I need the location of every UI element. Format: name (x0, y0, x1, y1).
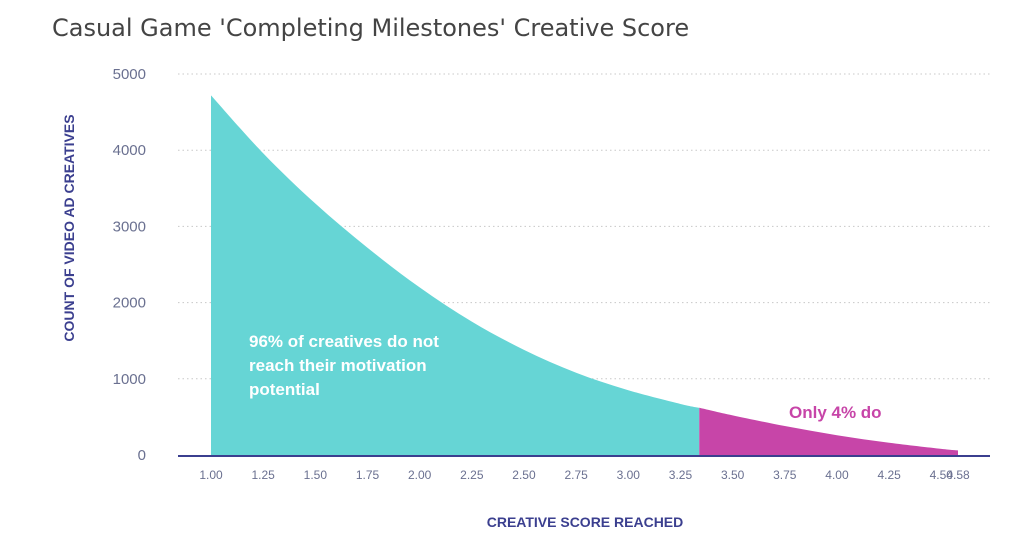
y-tick-label: 1000 (113, 371, 146, 388)
x-axis-title: CREATIVE SCORE REACHED (487, 514, 684, 530)
x-tick-label: 2.25 (460, 468, 484, 482)
annotation-below-label: potential (249, 380, 320, 399)
y-axis-title: COUNT OF VIDEO AD CREATIVES (61, 114, 77, 341)
x-tick-label: 1.50 (304, 468, 328, 482)
area-series-below (211, 95, 700, 455)
area-series-above (699, 407, 958, 455)
x-tick-label: 1.75 (356, 468, 380, 482)
y-tick-label: 0 (138, 447, 146, 464)
annotation-above-label: Only 4% do (789, 403, 882, 422)
annotation-below-label: 96% of creatives do not (249, 332, 439, 351)
x-tick-label: 3.75 (773, 468, 797, 482)
x-tick-label: 4.00 (825, 468, 849, 482)
y-tick-label: 4000 (113, 142, 146, 159)
chart-title: Casual Game 'Completing Milestones' Crea… (52, 14, 690, 42)
x-tick-label: 3.25 (669, 468, 693, 482)
x-tick-label: 1.00 (199, 468, 223, 482)
y-tick-label: 3000 (113, 218, 146, 235)
x-tick-label: 4.58 (946, 468, 970, 482)
x-tick-label: 2.50 (512, 468, 536, 482)
x-tick-label: 4.25 (877, 468, 901, 482)
y-tick-label: 2000 (113, 295, 146, 312)
x-tick-label: 4.50 (930, 468, 954, 482)
x-tick-label: 1.25 (251, 468, 275, 482)
annotation-below-label: reach their motivation (249, 356, 427, 375)
x-tick-label: 2.75 (564, 468, 588, 482)
x-tick-label: 2.00 (408, 468, 432, 482)
x-tick-label: 3.00 (617, 468, 641, 482)
x-tick-label: 3.50 (721, 468, 745, 482)
y-tick-label: 5000 (113, 66, 146, 83)
